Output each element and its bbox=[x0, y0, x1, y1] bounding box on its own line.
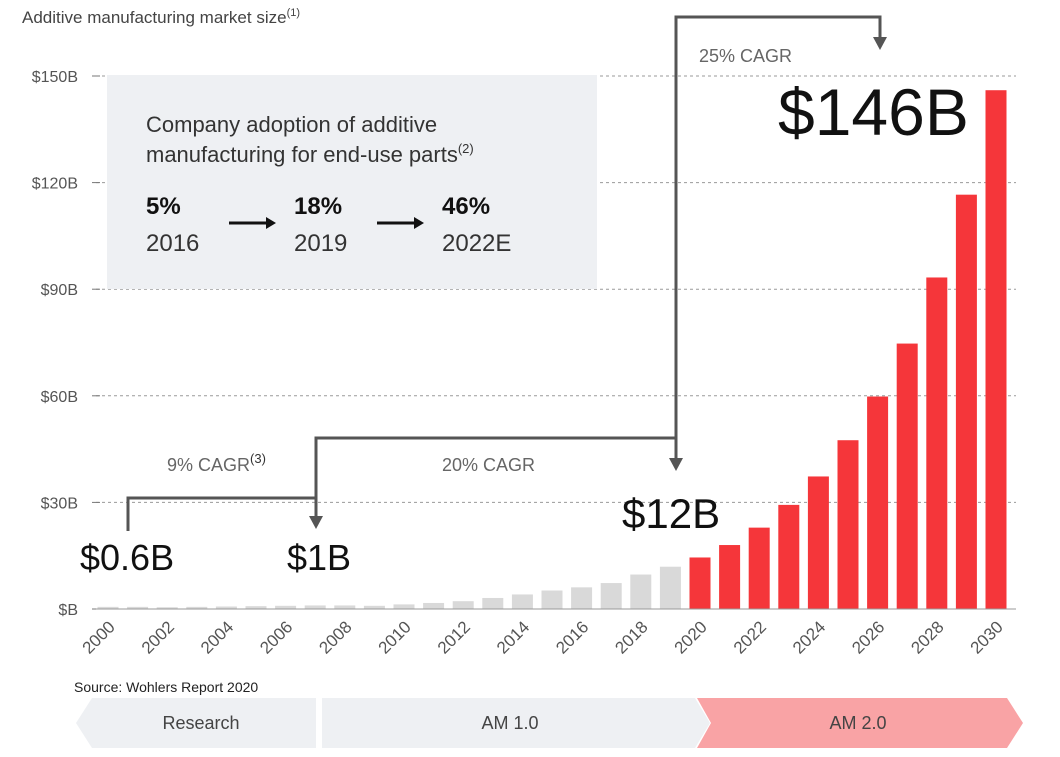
inset-background bbox=[107, 75, 597, 289]
inset-arrow-1-icon bbox=[229, 217, 276, 229]
bar-2027 bbox=[896, 343, 918, 609]
bar-2018 bbox=[630, 574, 652, 609]
y-tick-label: $90B bbox=[41, 282, 78, 299]
bar-2016 bbox=[571, 587, 593, 609]
bar-2017 bbox=[600, 583, 622, 609]
x-axis: 2000 2002 2004 2006 2008 2010 2012 2014 2016 2018… bbox=[79, 617, 1007, 657]
cagr-connector-3 bbox=[674, 15, 882, 438]
value-label-2000: $0.6B bbox=[80, 537, 174, 578]
inset-step-2-pct: 18% bbox=[294, 193, 342, 220]
bar-2001 bbox=[127, 606, 149, 609]
x-tick-label: 2014 bbox=[493, 617, 533, 657]
phase-am2-label: AM 2.0 bbox=[829, 713, 886, 733]
x-tick-label: 2000 bbox=[79, 617, 119, 657]
bar-2014 bbox=[511, 594, 533, 609]
cagr-connector-2-arrowhead-icon bbox=[669, 458, 683, 471]
inset-step-3-pct: 46% bbox=[442, 193, 490, 220]
x-tick-label: 2028 bbox=[907, 617, 947, 657]
phase-am1-chevron bbox=[322, 698, 710, 748]
x-tick-label: 2016 bbox=[552, 617, 592, 657]
y-axis: $B $30B $60B $90B $120B $150B bbox=[32, 69, 100, 619]
x-tick-label: 2004 bbox=[197, 617, 237, 657]
value-label-2019: $12B bbox=[622, 490, 720, 537]
x-tick-label: 2002 bbox=[138, 617, 178, 657]
bars bbox=[97, 90, 1007, 610]
y-tick-label: $30B bbox=[41, 495, 78, 512]
cagr-label-3: 25% CAGR bbox=[699, 46, 792, 66]
bar-2004 bbox=[215, 606, 237, 609]
chart-title: Additive manufacturing market size(1) bbox=[22, 7, 300, 27]
cagr-connector-3-arrowhead-icon bbox=[873, 37, 887, 50]
value-label-2007: $1B bbox=[287, 537, 351, 578]
bar-2000 bbox=[97, 606, 119, 609]
bar-2021 bbox=[719, 545, 741, 609]
bar-2010 bbox=[393, 604, 415, 609]
x-tick-label: 2022 bbox=[730, 617, 770, 657]
bar-2022 bbox=[748, 527, 770, 609]
bar-2003 bbox=[186, 606, 208, 609]
x-tick-label: 2018 bbox=[611, 617, 651, 657]
x-tick-label: 2020 bbox=[671, 617, 711, 657]
cagr-label-2: 20% CAGR bbox=[442, 455, 535, 475]
cagr-connector-1 bbox=[126, 496, 318, 531]
y-tick-label: $60B bbox=[41, 389, 78, 406]
bar-2023 bbox=[778, 504, 800, 609]
x-tick-label: 2026 bbox=[848, 617, 888, 657]
phase-band: Research AM 1.0 AM 2.0 bbox=[76, 698, 1023, 748]
x-tick-label: 2006 bbox=[256, 617, 296, 657]
bar-2019 bbox=[659, 566, 681, 609]
y-tick-label: $120B bbox=[32, 176, 78, 193]
inset-step-1-pct: 5% bbox=[146, 193, 181, 220]
bar-2006 bbox=[275, 605, 297, 609]
bar-2011 bbox=[423, 602, 445, 609]
x-tick-label: 2024 bbox=[789, 617, 829, 657]
bar-2012 bbox=[452, 601, 474, 609]
phase-research-chevron bbox=[76, 698, 316, 748]
x-tick-label: 2008 bbox=[315, 617, 355, 657]
x-tick-label: 2012 bbox=[434, 617, 474, 657]
cagr-connector-2 bbox=[314, 436, 678, 498]
bar-2013 bbox=[482, 597, 504, 609]
y-tick-label: $150B bbox=[32, 69, 78, 86]
phase-am1-label: AM 1.0 bbox=[481, 713, 538, 733]
x-tick-label: 2030 bbox=[967, 617, 1007, 657]
y-tick-label: $B bbox=[58, 602, 78, 619]
inset-arrow-2-icon bbox=[377, 217, 424, 229]
phase-research-label: Research bbox=[162, 713, 239, 733]
bar-2008 bbox=[334, 605, 356, 609]
bar-2020 bbox=[689, 557, 711, 609]
inset-line-1: Company adoption of additive bbox=[146, 112, 437, 137]
adoption-inset: Company adoption of additive manufacturi… bbox=[107, 75, 597, 289]
bar-2015 bbox=[541, 590, 563, 609]
cagr-label-1: 9% CAGR(3) bbox=[167, 451, 266, 475]
bar-2005 bbox=[245, 606, 267, 609]
bar-2030 bbox=[985, 90, 1007, 610]
bar-2002 bbox=[156, 607, 178, 609]
bar-2007 bbox=[304, 605, 326, 609]
cagr-connector-1-arrowhead-icon bbox=[309, 516, 323, 529]
bar-2028 bbox=[926, 277, 948, 609]
bar-2029 bbox=[955, 194, 977, 609]
cagr-connectors bbox=[126, 15, 887, 531]
inset-step-2-year: 2019 bbox=[294, 230, 347, 257]
source-note: Source: Wohlers Report 2020 bbox=[74, 679, 258, 695]
bar-2024 bbox=[807, 476, 829, 609]
bar-2025 bbox=[837, 440, 859, 609]
value-label-2030: $146B bbox=[778, 75, 969, 149]
phase-am2-chevron bbox=[697, 698, 1023, 748]
inset-step-1-year: 2016 bbox=[146, 230, 199, 257]
bar-2026 bbox=[867, 396, 889, 609]
inset-step-3-year: 2022E bbox=[442, 230, 511, 257]
inset-line-2: manufacturing for end-use parts(2) bbox=[146, 141, 474, 167]
bar-2009 bbox=[363, 605, 385, 609]
x-tick-label: 2010 bbox=[375, 617, 415, 657]
